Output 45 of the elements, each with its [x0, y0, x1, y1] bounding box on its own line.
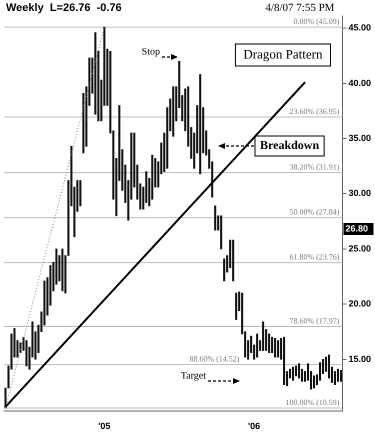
- ref-line-label: 78.60% (17.97): [289, 316, 340, 326]
- y-tick-label: 40.00: [348, 78, 372, 88]
- y-tick-label: 15.00: [348, 354, 372, 364]
- bar: [298, 363, 300, 378]
- ref-line-label: 0.00% (45.09): [293, 17, 340, 26]
- y-tick-label: 45.00: [348, 22, 372, 33]
- ref-line-label: 61.80% (23.76): [289, 252, 340, 262]
- bar: [274, 338, 276, 358]
- y-tick-label: 25.00: [348, 243, 372, 254]
- bar: [336, 368, 340, 382]
- chart-subtitle: 4/8/07 7:55 PM: [265, 2, 335, 14]
- bar: [277, 340, 280, 358]
- annotation: Dragon Pattern: [243, 46, 323, 62]
- bar: [223, 258, 226, 282]
- ref-line-label: 100.00% (10.59): [285, 398, 340, 408]
- bar: [271, 336, 274, 354]
- annotation: Target: [180, 370, 206, 382]
- annotation: 26.80: [345, 224, 368, 234]
- y-tick-label: 30.00: [348, 188, 372, 198]
- bar: [61, 248, 64, 292]
- bar: [256, 334, 258, 358]
- bar: [220, 215, 222, 250]
- bar: [340, 370, 342, 382]
- bar: [172, 86, 174, 137]
- x-tick-label: '05: [98, 421, 110, 432]
- ref-line-label: 38.20% (31.91): [289, 162, 340, 172]
- bar: [25, 340, 28, 366]
- bar: [283, 336, 286, 386]
- bar: [232, 240, 234, 282]
- bar: [318, 362, 322, 381]
- bar: [199, 74, 202, 174]
- bar: [262, 321, 264, 351]
- y-tick-label: 20.00: [348, 298, 372, 309]
- annotation: Breakdown: [260, 138, 320, 152]
- bar: [235, 292, 238, 320]
- y-tick-label: 35.00: [348, 133, 372, 144]
- x-tick-label: '06: [248, 421, 260, 432]
- bar: [292, 366, 294, 381]
- chart-title: Weekly L=26.76 -0.76: [6, 2, 122, 14]
- ref-line-label: 50.00% (27.84): [289, 208, 340, 217]
- ref-line-label: 23.60% (36.95): [289, 107, 340, 116]
- ref-line-label: 88.60% (14.52): [189, 354, 240, 364]
- bar: [214, 206, 216, 230]
- annotation: Stop: [142, 46, 160, 58]
- bar: [295, 366, 298, 376]
